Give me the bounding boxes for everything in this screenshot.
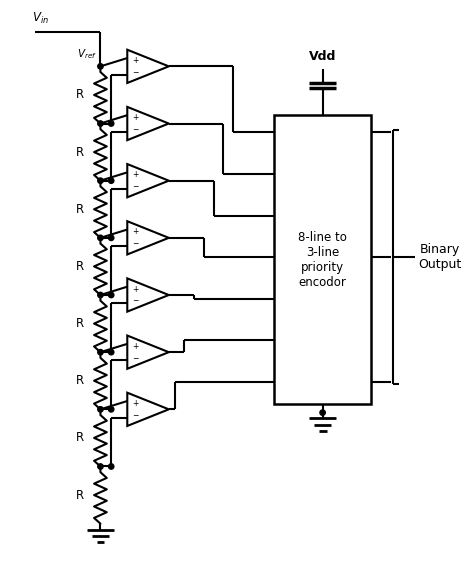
Circle shape [98,178,103,183]
Circle shape [109,121,114,126]
Text: −: − [132,125,138,134]
Circle shape [109,407,114,412]
Text: R: R [76,374,84,387]
Text: 8-line to
3-line
priority
encodor: 8-line to 3-line priority encodor [298,231,347,289]
Circle shape [98,293,103,298]
Circle shape [109,349,114,355]
Text: Binary
Output: Binary Output [418,243,461,271]
Text: −: − [132,354,138,362]
Text: +: + [132,170,138,179]
Circle shape [98,121,103,126]
Circle shape [98,464,103,469]
Text: −: − [132,68,138,77]
Text: +: + [132,113,138,122]
Circle shape [109,235,114,240]
Circle shape [109,178,114,183]
Text: −: − [132,411,138,420]
Circle shape [109,293,114,298]
Text: +: + [132,399,138,408]
Text: R: R [76,260,84,273]
Text: −: − [132,239,138,248]
Text: Vdd: Vdd [309,50,336,63]
Text: R: R [76,145,84,158]
Circle shape [98,407,103,412]
Circle shape [98,235,103,240]
Circle shape [109,464,114,469]
Text: +: + [132,56,138,65]
Circle shape [98,349,103,355]
Text: R: R [76,317,84,330]
Text: $V_{in}$: $V_{in}$ [32,11,49,26]
Text: −: − [132,296,138,306]
Text: +: + [132,285,138,294]
Text: R: R [76,432,84,444]
Text: R: R [76,203,84,216]
Circle shape [320,410,325,415]
Text: +: + [132,342,138,350]
Text: R: R [76,488,84,502]
Text: $V_{ref}$: $V_{ref}$ [76,48,97,61]
Circle shape [98,64,103,69]
Bar [274,115,372,404]
Text: −: − [132,182,138,191]
Text: R: R [76,89,84,102]
Text: +: + [132,227,138,236]
